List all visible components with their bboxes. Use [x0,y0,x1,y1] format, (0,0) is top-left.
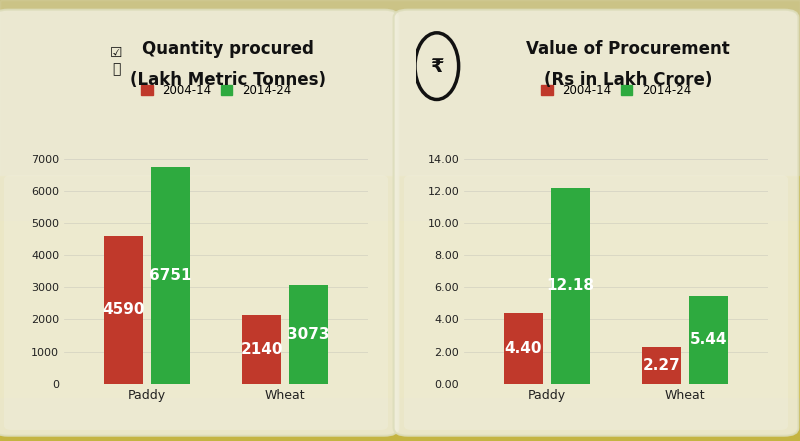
Text: (Lakh Metric Tonnes): (Lakh Metric Tonnes) [130,71,326,89]
Text: (Rs in Lakh Crore): (Rs in Lakh Crore) [544,71,712,89]
Text: Value of Procurement: Value of Procurement [526,40,730,58]
Bar [104,236,142,384]
Bar [242,315,281,384]
Text: 2.27: 2.27 [642,358,681,373]
Text: 12.18: 12.18 [546,278,594,293]
Bar [642,347,681,384]
Text: Quantity procured: Quantity procured [142,40,314,58]
Text: ₹: ₹ [430,56,444,76]
Text: ☑
🤝: ☑ 🤝 [110,46,122,76]
Bar [151,167,190,384]
Text: 4590: 4590 [102,303,145,318]
Text: 2140: 2140 [240,342,283,357]
Legend: 2004-14, 2014-24: 2004-14, 2014-24 [136,79,296,101]
Legend: 2004-14, 2014-24: 2004-14, 2014-24 [536,79,696,101]
Bar [690,296,728,384]
Text: 6751: 6751 [149,268,192,283]
Text: 5.44: 5.44 [690,333,727,348]
Bar [551,188,590,384]
Bar [504,313,542,384]
Text: 3073: 3073 [287,327,330,342]
Text: 4.40: 4.40 [505,341,542,356]
Bar [290,285,328,384]
